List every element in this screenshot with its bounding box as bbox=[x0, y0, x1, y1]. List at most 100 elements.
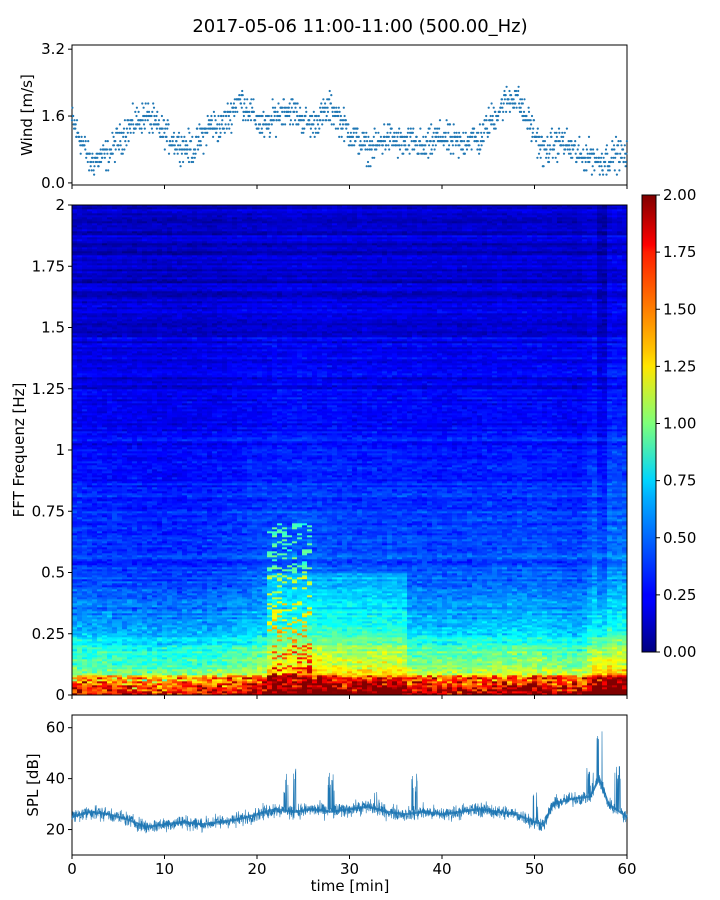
wind-point bbox=[366, 165, 368, 167]
spectrogram-cell bbox=[287, 635, 292, 637]
wind-point bbox=[308, 119, 310, 121]
spectrogram-cell bbox=[277, 673, 282, 675]
spectrogram-cell bbox=[297, 671, 302, 673]
spectrogram-cell bbox=[232, 673, 237, 675]
spectrogram-cell bbox=[447, 635, 452, 637]
spectrogram-cell bbox=[562, 637, 567, 639]
spectrogram-cell bbox=[122, 685, 127, 687]
spectrogram-cell bbox=[512, 637, 517, 639]
spectrogram-cell bbox=[572, 667, 577, 669]
spectrogram-cell bbox=[102, 691, 107, 693]
spectrogram-cell bbox=[527, 673, 532, 675]
spectrogram-cell bbox=[452, 655, 457, 657]
spectrogram-cell bbox=[407, 653, 412, 655]
spectrogram-cell bbox=[302, 645, 307, 647]
spectrogram-cell bbox=[527, 677, 532, 679]
spectrogram-cell bbox=[432, 677, 437, 679]
spectrogram-cell bbox=[212, 653, 217, 655]
spectrogram-cell bbox=[102, 641, 107, 643]
spectrogram-cell bbox=[177, 689, 182, 691]
spectrogram-cell bbox=[617, 679, 622, 681]
wind-point bbox=[426, 140, 428, 142]
spectrogram-cell bbox=[147, 635, 152, 637]
spectrogram-cell bbox=[157, 685, 162, 687]
spectrogram-cell bbox=[212, 679, 217, 681]
spectrogram-cell bbox=[602, 653, 607, 655]
wind-point bbox=[89, 153, 91, 155]
spectrogram-cell bbox=[407, 677, 412, 679]
spectrogram-cell bbox=[287, 655, 292, 657]
wind-point bbox=[249, 115, 251, 117]
spectrogram-cell bbox=[152, 633, 157, 635]
spectrogram-cell bbox=[102, 655, 107, 657]
spectrogram-cell bbox=[332, 651, 337, 653]
spectrogram-cell bbox=[557, 683, 562, 685]
wind-point bbox=[464, 153, 466, 155]
spectrogram-cell bbox=[97, 663, 102, 665]
spectrogram-cell bbox=[117, 675, 122, 677]
spectrogram-cell bbox=[292, 673, 297, 675]
spectrogram-cell bbox=[607, 679, 612, 681]
spectrogram-cell bbox=[187, 639, 192, 641]
wind-point bbox=[381, 153, 383, 155]
spectrogram-cell bbox=[72, 667, 77, 669]
spectrogram-cell bbox=[322, 629, 327, 631]
wind-point bbox=[415, 140, 417, 142]
spectrogram-cell bbox=[107, 661, 112, 663]
wind-point bbox=[561, 132, 563, 134]
spectrogram-cell bbox=[222, 651, 227, 653]
spectrogram-cell bbox=[187, 673, 192, 675]
wind-y-tick-label: 3.2 bbox=[41, 40, 65, 58]
spectrogram-cell bbox=[482, 647, 487, 649]
spectrogram-cell bbox=[532, 681, 537, 683]
spectrogram-cell bbox=[267, 653, 272, 655]
wind-point bbox=[274, 111, 276, 113]
spectrogram-cell bbox=[542, 655, 547, 657]
spectrogram-cell bbox=[352, 687, 357, 689]
spectrogram-cell bbox=[162, 685, 167, 687]
spectrogram-cell bbox=[217, 689, 222, 691]
wind-point bbox=[107, 169, 109, 171]
spectrogram-cell bbox=[522, 661, 527, 663]
spectrogram-cell bbox=[292, 681, 297, 683]
spectrogram-cell bbox=[477, 645, 482, 647]
spectrogram-cell bbox=[587, 647, 592, 649]
spectrogram-cell bbox=[227, 655, 232, 657]
spectrogram-cell bbox=[542, 653, 547, 655]
wind-point bbox=[311, 115, 313, 117]
wind-point bbox=[81, 136, 83, 138]
spectrogram-cell bbox=[332, 687, 337, 689]
spectrogram-cell bbox=[462, 629, 467, 631]
spectrogram-cell bbox=[492, 675, 497, 677]
spectrogram-cell bbox=[382, 647, 387, 649]
spectrogram-cell bbox=[562, 647, 567, 649]
spectrogram-cell bbox=[252, 681, 257, 683]
spectrogram-cell bbox=[407, 675, 412, 677]
spectrogram-cell bbox=[557, 689, 562, 691]
spectrogram-cell bbox=[592, 631, 597, 633]
wind-point bbox=[85, 140, 87, 142]
spectrogram-cell bbox=[267, 667, 272, 669]
spectrogram-cell bbox=[357, 671, 362, 673]
spectrogram-cell bbox=[237, 635, 242, 637]
wind-point bbox=[78, 136, 80, 138]
spectrogram-cell bbox=[612, 685, 617, 687]
spectrogram-cell bbox=[297, 683, 302, 685]
spectrogram-cell bbox=[272, 661, 277, 663]
spectrogram-cell bbox=[297, 691, 302, 693]
spectrogram-cell bbox=[472, 631, 477, 633]
wind-point bbox=[167, 119, 169, 121]
spectrogram-cell bbox=[247, 645, 252, 647]
spectrogram-cell bbox=[172, 679, 177, 681]
spectrogram-cell bbox=[592, 641, 597, 643]
spectrogram-cell bbox=[537, 689, 542, 691]
spectrogram-cell bbox=[177, 661, 182, 663]
spectrogram-cell bbox=[467, 643, 472, 645]
spectrogram-cell bbox=[317, 639, 322, 641]
spectrogram-cell bbox=[87, 665, 92, 667]
spectrogram-cell bbox=[97, 685, 102, 687]
spectrogram-cell bbox=[452, 677, 457, 679]
spectrogram-cell bbox=[367, 643, 372, 645]
spectrogram-cell bbox=[547, 671, 552, 673]
spectrogram-cell bbox=[72, 655, 77, 657]
